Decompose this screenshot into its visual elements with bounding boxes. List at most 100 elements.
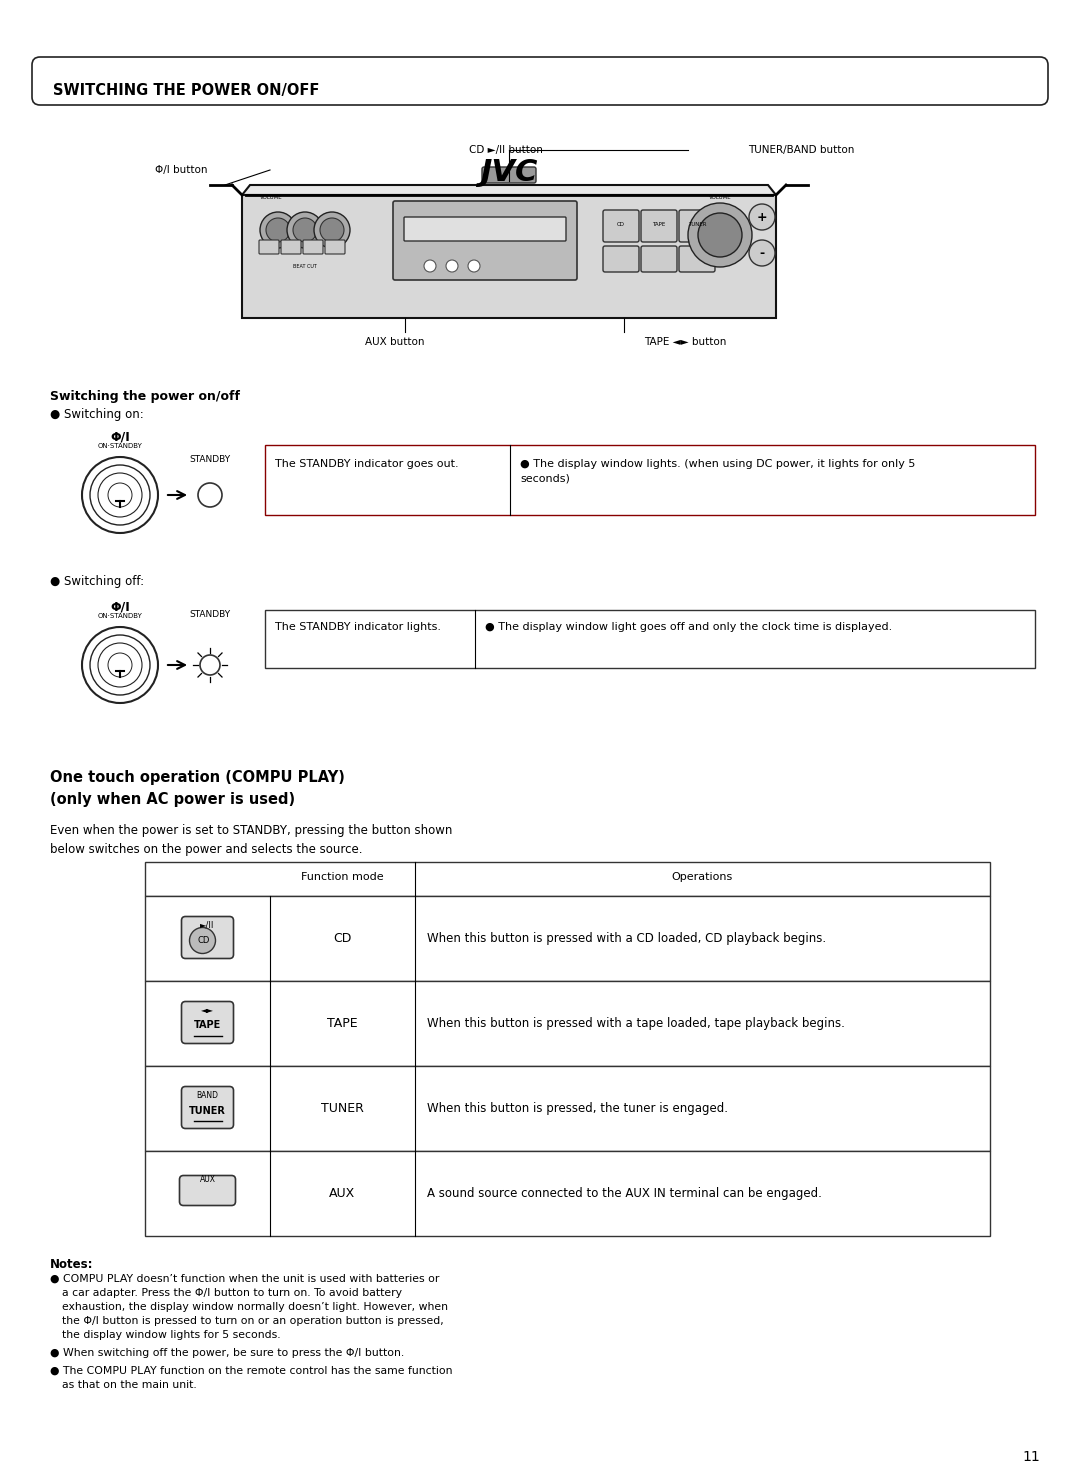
Text: a car adapter. Press the Φ/I button to turn on. To avoid battery: a car adapter. Press the Φ/I button to t… (62, 1288, 402, 1298)
Text: SWITCHING THE POWER ON/OFF: SWITCHING THE POWER ON/OFF (53, 82, 320, 97)
Polygon shape (242, 196, 777, 318)
Text: JVC: JVC (481, 157, 538, 187)
Text: ON·STANDBY: ON·STANDBY (97, 442, 143, 448)
Circle shape (468, 260, 480, 272)
Text: The STANDBY indicator lights.: The STANDBY indicator lights. (275, 622, 441, 632)
FancyBboxPatch shape (265, 445, 1035, 514)
Text: ►/II: ►/II (200, 920, 215, 929)
Text: VOLUME: VOLUME (260, 196, 283, 200)
Circle shape (750, 240, 775, 266)
Text: TUNER/BAND button: TUNER/BAND button (748, 146, 854, 154)
Text: The STANDBY indicator goes out.: The STANDBY indicator goes out. (275, 459, 459, 469)
FancyBboxPatch shape (679, 245, 715, 272)
Circle shape (260, 212, 296, 248)
Text: Notes:: Notes: (50, 1258, 94, 1272)
Text: STANDBY: STANDBY (189, 610, 230, 619)
Circle shape (698, 213, 742, 257)
Text: Operations: Operations (672, 872, 733, 882)
Circle shape (189, 928, 216, 954)
FancyBboxPatch shape (181, 1086, 233, 1129)
FancyBboxPatch shape (393, 201, 577, 279)
FancyBboxPatch shape (482, 168, 536, 182)
Text: exhaustion, the display window normally doesn’t light. However, when: exhaustion, the display window normally … (62, 1302, 448, 1313)
FancyBboxPatch shape (145, 980, 990, 1066)
Text: AUX: AUX (329, 1186, 355, 1200)
FancyBboxPatch shape (145, 1151, 990, 1236)
Text: Φ/I button: Φ/I button (156, 165, 207, 175)
Text: VOLUME: VOLUME (708, 196, 731, 200)
Text: ● COMPU PLAY doesn’t function when the unit is used with batteries or: ● COMPU PLAY doesn’t function when the u… (50, 1274, 440, 1283)
FancyBboxPatch shape (404, 218, 566, 241)
Circle shape (446, 260, 458, 272)
Text: ● The display window light goes off and only the clock time is displayed.: ● The display window light goes off and … (485, 622, 892, 632)
Text: Switching the power on/off: Switching the power on/off (50, 390, 240, 403)
Text: A sound source connected to the AUX IN terminal can be engaged.: A sound source connected to the AUX IN t… (427, 1186, 822, 1200)
Text: ◄►: ◄► (201, 1005, 214, 1014)
FancyBboxPatch shape (32, 57, 1048, 104)
FancyBboxPatch shape (265, 610, 1035, 667)
Circle shape (200, 656, 220, 675)
Text: as that on the main unit.: as that on the main unit. (62, 1380, 197, 1391)
FancyBboxPatch shape (181, 1001, 233, 1044)
Text: TUNER: TUNER (688, 222, 706, 226)
Text: BEAT CUT: BEAT CUT (293, 265, 316, 269)
Text: When this button is pressed with a CD loaded, CD playback begins.: When this button is pressed with a CD lo… (427, 932, 826, 945)
Text: +: + (757, 210, 767, 223)
Text: Φ/I: Φ/I (110, 600, 130, 613)
FancyBboxPatch shape (303, 240, 323, 254)
Text: STANDBY: STANDBY (189, 456, 230, 465)
FancyBboxPatch shape (642, 245, 677, 272)
FancyBboxPatch shape (603, 210, 639, 243)
Text: TAPE: TAPE (652, 222, 665, 226)
FancyBboxPatch shape (259, 240, 279, 254)
FancyBboxPatch shape (145, 1066, 990, 1151)
Text: (only when AC power is used): (only when AC power is used) (50, 792, 295, 807)
Text: 11: 11 (1023, 1449, 1040, 1464)
Text: ● When switching off the power, be sure to press the Φ/I button.: ● When switching off the power, be sure … (50, 1348, 404, 1358)
Text: CD: CD (334, 932, 352, 945)
FancyBboxPatch shape (281, 240, 301, 254)
Circle shape (287, 212, 323, 248)
Text: ● The display window lights. (when using DC power, it lights for only 5
seconds): ● The display window lights. (when using… (519, 459, 916, 484)
Text: TUNER: TUNER (321, 1102, 364, 1116)
Polygon shape (242, 185, 777, 196)
Circle shape (750, 204, 775, 229)
Text: When this button is pressed, the tuner is engaged.: When this button is pressed, the tuner i… (427, 1102, 728, 1116)
Text: AUX button: AUX button (365, 337, 424, 347)
Circle shape (320, 218, 345, 243)
Text: CD: CD (617, 222, 625, 226)
Text: Even when the power is set to STANDBY, pressing the button shown
below switches : Even when the power is set to STANDBY, p… (50, 825, 453, 856)
FancyBboxPatch shape (179, 1176, 235, 1205)
Text: the Φ/I button is pressed to turn on or an operation button is pressed,: the Φ/I button is pressed to turn on or … (62, 1316, 444, 1326)
Text: the display window lights for 5 seconds.: the display window lights for 5 seconds. (62, 1330, 281, 1341)
Circle shape (424, 260, 436, 272)
Text: ON·STANDBY: ON·STANDBY (97, 613, 143, 619)
Text: TAPE: TAPE (194, 1020, 221, 1030)
Circle shape (688, 203, 752, 268)
FancyBboxPatch shape (642, 210, 677, 243)
Text: ● Switching on:: ● Switching on: (50, 409, 144, 420)
Text: BAND: BAND (197, 1091, 218, 1100)
FancyBboxPatch shape (181, 916, 233, 958)
FancyBboxPatch shape (145, 861, 990, 897)
Text: AUX: AUX (200, 1176, 216, 1185)
Text: TUNER: TUNER (189, 1105, 226, 1116)
Text: Function mode: Function mode (301, 872, 383, 882)
Circle shape (266, 218, 291, 243)
Circle shape (293, 218, 318, 243)
Circle shape (314, 212, 350, 248)
Text: CD ►/II button: CD ►/II button (469, 146, 543, 154)
FancyBboxPatch shape (603, 245, 639, 272)
Text: When this button is pressed with a tape loaded, tape playback begins.: When this button is pressed with a tape … (427, 1017, 845, 1030)
FancyBboxPatch shape (325, 240, 345, 254)
FancyBboxPatch shape (145, 897, 990, 980)
Text: Φ/I: Φ/I (110, 431, 130, 442)
Text: ● Switching off:: ● Switching off: (50, 575, 144, 588)
Text: One touch operation (COMPU PLAY): One touch operation (COMPU PLAY) (50, 770, 345, 785)
Text: -: - (759, 247, 765, 260)
Circle shape (198, 484, 222, 507)
FancyBboxPatch shape (679, 210, 715, 243)
Text: ● The COMPU PLAY function on the remote control has the same function: ● The COMPU PLAY function on the remote … (50, 1366, 453, 1376)
Text: TAPE ◄► button: TAPE ◄► button (644, 337, 727, 347)
Text: TAPE: TAPE (327, 1017, 357, 1030)
